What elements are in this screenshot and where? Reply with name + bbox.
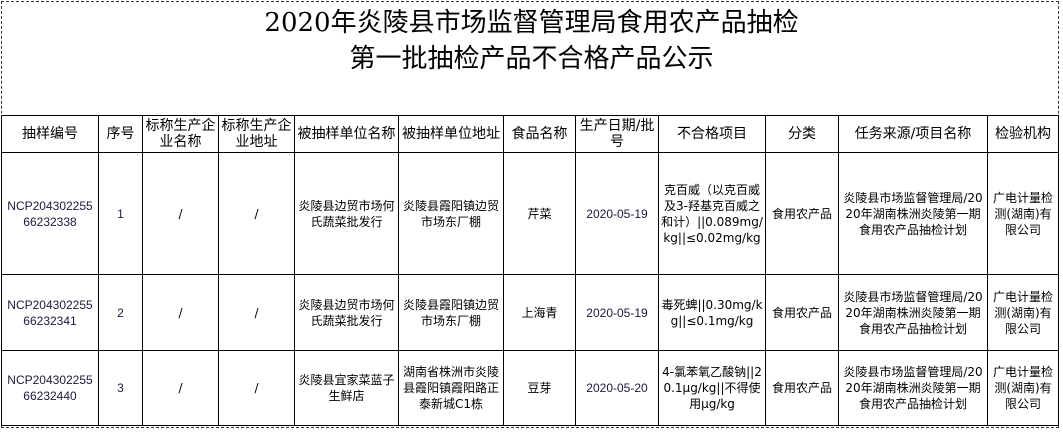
table-cell: 克百威（以克百威及3-羟基克百威之和计）||0.089mg/kg||≤0.02m… <box>658 152 766 275</box>
table-cell: 上海青 <box>503 274 576 351</box>
table-cell: 炎陵县市场监督管理局/2020年湖南株洲炎陵第一期食用农产品抽检计划 <box>838 152 988 275</box>
table-cell: / <box>218 350 295 426</box>
page-title: 2020年炎陵县市场监督管理局食用农产品抽检 <box>264 8 799 38</box>
table-cell: 毒死蜱||0.30mg/kg||≤0.1mg/kg <box>658 274 766 351</box>
header-row: 抽样编号 序号 标称生产企业名称 标称生产企业地址 被抽样单位名称 被抽样单位地址 食品名称… <box>1 115 1059 153</box>
column-header: 标称生产企业名称 <box>142 115 219 153</box>
table-cell: NCP20430225566232341 <box>1 274 99 351</box>
column-header: 被抽样单位地址 <box>398 115 504 153</box>
table-cell: / <box>218 274 295 351</box>
table-cell: NCP20430225566232338 <box>1 152 99 275</box>
table-cell: 炎陵县霞阳镇边贸市场东厂棚 <box>398 274 504 351</box>
column-header: 被抽样单位名称 <box>294 115 399 153</box>
column-header: 食品名称 <box>503 115 576 153</box>
table-cell: 2020-05-19 <box>575 152 659 275</box>
column-header: 标称生产企业地址 <box>218 115 295 153</box>
table-cell: NCP20430225566232440 <box>1 350 99 426</box>
column-header: 分类 <box>765 115 839 153</box>
column-header: 任务来源/项目名称 <box>838 115 988 153</box>
table-cell: / <box>142 350 219 426</box>
table-row: NCP20430225566232440 3// 炎陵县宜家菜蓝子生鲜店 湖南省株洲市… <box>1 350 1059 426</box>
column-header: 检验机构 <box>987 115 1059 153</box>
table-cell: 广电计量检测(湖南)有限公司 <box>987 152 1059 275</box>
table-cell: 4-氯苯氧乙酸钠||20.1μg/kg||不得使用μg/kg <box>658 350 766 426</box>
table-cell: 广电计量检测(湖南)有限公司 <box>987 274 1059 351</box>
table-cell: / <box>142 274 219 351</box>
table-cell: 湖南省株洲市炎陵县霞阳镇霞阳路正泰新城C1栋 <box>398 350 504 426</box>
table-cell: / <box>142 152 219 275</box>
column-header: 生产日期/批号 <box>575 115 659 153</box>
table-cell: 食用农产品 <box>765 274 839 351</box>
table-cell: 豆芽 <box>503 350 576 426</box>
table-cell: 炎陵县霞阳镇边贸市场东厂棚 <box>398 152 504 275</box>
table-cell: 炎陵县市场监督管理局/2020年湖南株洲炎陵第一期食用农产品抽检计划 <box>838 274 988 351</box>
table-cell: 1 <box>98 152 143 275</box>
results-table: 抽样编号 序号 标称生产企业名称 标称生产企业地址 被抽样单位名称 被抽样单位地址 食品名称… <box>1 115 1059 426</box>
table-cell: 炎陵县市场监督管理局/2020年湖南株洲炎陵第一期食用农产品抽检计划 <box>838 350 988 426</box>
table-cell: 芹菜 <box>503 152 576 275</box>
column-header: 抽样编号 <box>1 115 99 153</box>
table-cell: 食用农产品 <box>765 152 839 275</box>
table-cell: 2020-05-20 <box>575 350 659 426</box>
table-cell: 3 <box>98 350 143 426</box>
table-cell: 炎陵县边贸市场何氏蔬菜批发行 <box>294 152 399 275</box>
table-cell: 2020-05-19 <box>575 274 659 351</box>
page-subtitle: 第一批抽检产品不合格产品公示 <box>349 44 714 74</box>
table-row: NCP20430225566232341 2// 炎陵县边贸市场何氏蔬菜批发行 炎陵县… <box>1 274 1059 351</box>
column-header: 序号 <box>98 115 143 153</box>
table-cell: 炎陵县宜家菜蓝子生鲜店 <box>294 350 399 426</box>
table-cell: 食用农产品 <box>765 350 839 426</box>
table-cell: / <box>218 152 295 275</box>
table-cell: 2 <box>98 274 143 351</box>
table-cell: 炎陵县边贸市场何氏蔬菜批发行 <box>294 274 399 351</box>
table-cell: 广电计量检测(湖南)有限公司 <box>987 350 1059 426</box>
table-row: NCP20430225566232338 1// 炎陵县边贸市场何氏蔬菜批发行 炎陵县… <box>1 152 1059 275</box>
column-header: 不合格项目 <box>658 115 766 153</box>
